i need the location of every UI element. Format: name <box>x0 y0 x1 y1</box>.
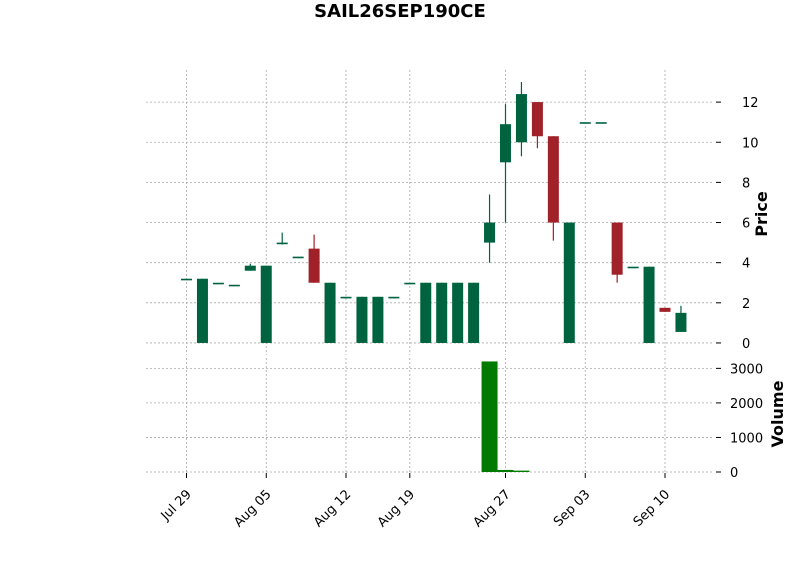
x-tick-label: Sep 03 <box>551 487 594 530</box>
candle-body <box>228 284 240 287</box>
candle-body <box>484 222 496 243</box>
volume-tick-label: 3000 <box>730 362 763 377</box>
volume-panel <box>481 361 530 472</box>
candle-body <box>563 222 575 343</box>
candle-body <box>196 278 208 343</box>
chart-title: SAIL26SEP190CE <box>314 1 486 22</box>
candle-body <box>595 122 607 124</box>
candle-body <box>579 122 591 124</box>
price-tick-label: 10 <box>742 136 759 151</box>
candle-body <box>212 282 224 285</box>
candle-body <box>436 282 448 343</box>
price-tick-label: 8 <box>742 176 750 191</box>
candle-body <box>356 296 368 343</box>
x-tick-label: Aug 27 <box>471 487 514 530</box>
x-tick-label: Aug 12 <box>311 487 354 530</box>
volume-tick-label: 0 <box>730 466 738 481</box>
candle-body <box>340 296 352 299</box>
price-axis-label: Price <box>752 191 771 237</box>
price-tick-label: 6 <box>742 217 750 232</box>
x-tick-label: Sep 10 <box>631 487 674 530</box>
candle-body <box>659 307 671 312</box>
candle-body <box>420 282 432 343</box>
price-tick-label: 4 <box>742 257 750 272</box>
candle-body <box>292 256 304 259</box>
candle-body <box>500 124 511 163</box>
grid-layer <box>146 70 712 473</box>
price-panel <box>181 82 687 343</box>
price-tick-label: 2 <box>742 297 750 312</box>
volume-tick-label: 2000 <box>730 397 763 412</box>
candle-body <box>627 266 639 269</box>
candle-body <box>643 266 655 343</box>
candle-body <box>181 278 192 281</box>
candle-body <box>675 312 687 332</box>
price-tick-label: 0 <box>742 337 750 352</box>
x-tick-label: Aug 05 <box>231 487 274 530</box>
candle-body <box>468 282 480 343</box>
candle-body <box>276 242 288 245</box>
candle-body <box>515 94 527 143</box>
volume-bar <box>513 470 530 472</box>
candle-body <box>531 102 543 137</box>
candle-body <box>324 282 336 343</box>
x-tick-label: Aug 19 <box>375 487 418 530</box>
candle-body <box>308 248 320 283</box>
candle-body <box>260 265 272 343</box>
volume-axis-label: Volume <box>768 380 787 447</box>
volume-bar <box>497 469 514 472</box>
volume-bar <box>481 361 498 472</box>
candle-body <box>388 296 400 299</box>
candle-body <box>452 282 464 343</box>
candle-body <box>404 282 416 285</box>
x-tick-label: Jul 29 <box>158 487 195 524</box>
volume-tick-label: 1000 <box>730 431 763 446</box>
candle-body <box>611 222 623 275</box>
candle-body <box>547 136 559 223</box>
candle-body <box>244 265 256 271</box>
price-tick-label: 12 <box>742 96 759 111</box>
candle-body <box>372 296 384 343</box>
